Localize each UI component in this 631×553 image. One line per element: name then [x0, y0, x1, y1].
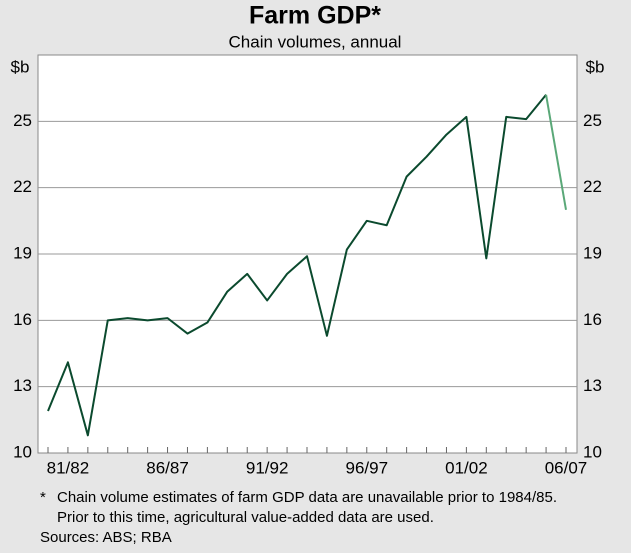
y2-tick-label: 25: [583, 111, 602, 130]
y-tick-label: 10: [13, 442, 32, 461]
sources: Sources: ABS; RBA: [40, 529, 172, 546]
line: [545, 94, 567, 210]
chart-subtitle: Chain volumes, annual: [229, 32, 402, 51]
y2-tick-label: 16: [583, 310, 602, 329]
y2-tick-label: 10: [583, 442, 602, 461]
x-tick-label: 01/02: [445, 458, 488, 477]
y2-tick-label: 22: [583, 177, 602, 196]
y-tick-label: 25: [13, 111, 32, 130]
y2-tick-label: 13: [583, 376, 602, 395]
y2-tick-label: 19: [583, 243, 602, 262]
y-tick-label: 16: [13, 310, 32, 329]
footnote: Prior to this time, agricultural value-a…: [57, 509, 434, 526]
line: [47, 94, 547, 437]
x-tick-label: 91/92: [246, 458, 289, 477]
y2-unit: $b: [586, 57, 605, 76]
y-tick-label: 19: [13, 243, 32, 262]
y-unit: $b: [11, 57, 30, 76]
x-tick-label: 81/82: [47, 458, 90, 477]
y-tick-label: 13: [13, 376, 32, 395]
footnote: Chain volume estimates of farm GDP data …: [57, 489, 557, 506]
footnote-marker: *: [40, 489, 46, 506]
x-tick-label: 06/07: [545, 458, 588, 477]
x-tick-label: 86/87: [146, 458, 189, 477]
y-tick-label: 22: [13, 177, 32, 196]
x-tick-label: 96/97: [345, 458, 388, 477]
chart-title: Farm GDP*: [249, 2, 381, 30]
